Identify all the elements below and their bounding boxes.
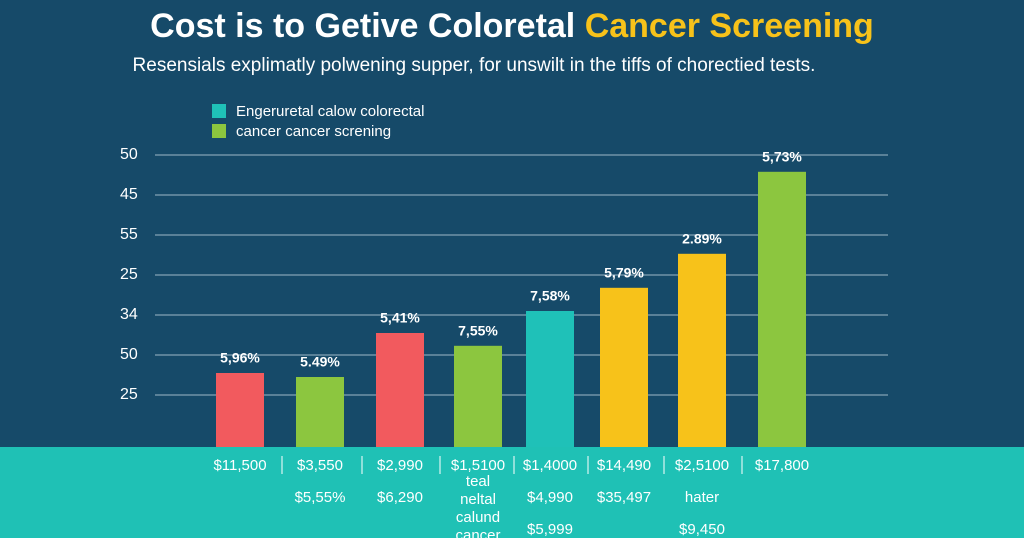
category-detail: $4,990 [527, 489, 573, 506]
bar-annotation: 5,79% [604, 265, 644, 281]
category-detail: calund [456, 509, 500, 526]
bar [600, 287, 648, 447]
bar [454, 345, 502, 447]
category-band [0, 447, 1024, 538]
bar [758, 171, 806, 448]
legend-swatch [212, 124, 226, 138]
y-tick-label: 45 [120, 186, 138, 203]
legend-label: cancer cancer screning [236, 123, 391, 140]
y-tick-label: 25 [120, 386, 138, 403]
category-detail: $5,999 [527, 521, 573, 538]
x-tick-label: $1,4000 [523, 457, 577, 474]
x-tick-label: $2,990 [377, 457, 423, 474]
bar-annotation: 7,58% [530, 288, 570, 304]
bar [216, 373, 264, 447]
bar [526, 311, 574, 447]
bar-annotation: 2.89% [682, 231, 722, 247]
chart-title: Cost is to Getive Coloretal Cancer Scree… [150, 7, 874, 45]
category-detail: hater [685, 489, 719, 506]
title-part: Cost is to Getive Coloretal [150, 7, 585, 45]
legend-label: Engeruretal calow colorectal [236, 103, 424, 120]
x-tick-label: $1,5100 [451, 457, 505, 474]
x-tick-label: $17,800 [755, 457, 809, 474]
y-tick-label: 25 [120, 266, 138, 283]
bar-annotation: 5,41% [380, 310, 420, 326]
category-detail: cancer [455, 527, 500, 538]
bar [376, 333, 424, 447]
x-tick-label: $11,500 [213, 457, 266, 474]
x-tick-label: $14,490 [597, 457, 651, 474]
category-detail: teal [466, 473, 490, 490]
bar-annotation: 5.49% [300, 354, 340, 370]
bar [296, 377, 344, 447]
x-tick-label: $3,550 [297, 457, 343, 474]
y-tick-label: 34 [120, 306, 138, 323]
y-tick-label: 50 [120, 346, 138, 363]
bar-annotation: 7,55% [458, 323, 498, 339]
category-detail: neltal [460, 491, 496, 508]
bar-annotation: 5,96% [220, 350, 260, 366]
x-tick-label: $2,5100 [675, 457, 729, 474]
category-detail: $5,55% [295, 489, 346, 506]
y-tick-label: 50 [120, 146, 138, 163]
title-part: Cancer Screening [585, 7, 874, 45]
category-detail: $35,497 [597, 489, 651, 506]
category-detail: $9,450 [679, 521, 725, 538]
legend-swatch [212, 104, 226, 118]
category-detail: $6,290 [377, 489, 423, 506]
bar-annotation: 5,73% [762, 149, 802, 165]
subtitle: Resensials explimatly polwening supper, … [133, 55, 816, 76]
bar [678, 253, 726, 447]
y-tick-label: 55 [120, 226, 138, 243]
